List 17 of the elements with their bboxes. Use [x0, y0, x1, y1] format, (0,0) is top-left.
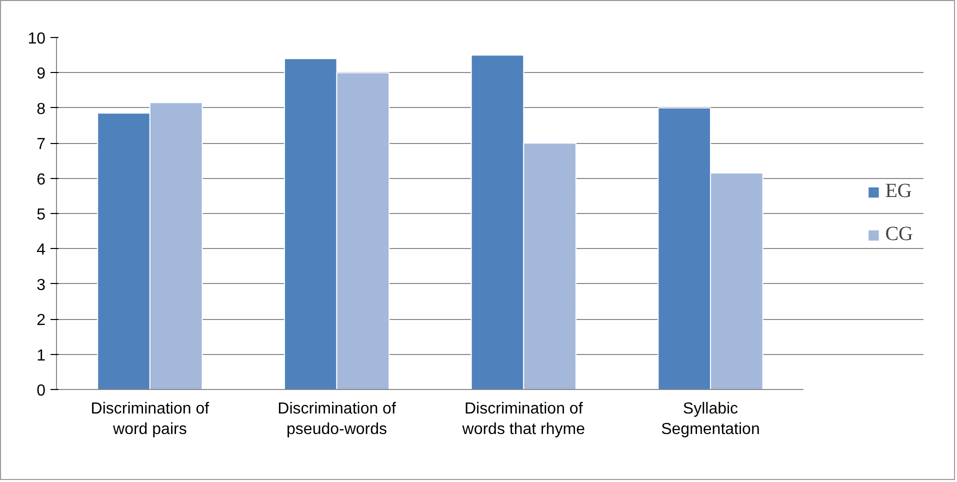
y-tick-label: 2: [36, 312, 46, 330]
y-tick-label: 8: [36, 100, 46, 118]
x-tick-label: Discrimination of words that rhyme: [461, 400, 586, 438]
x-tick-label: Syllabic Segmentation: [661, 400, 760, 438]
y-tick-label: 3: [36, 276, 46, 294]
x-tick-label: Discrimination of pseudo-words: [278, 400, 396, 438]
y-tick-label: 4: [36, 242, 46, 259]
y-tick-label: 9: [36, 66, 46, 83]
y-tick-label: 7: [36, 136, 46, 154]
y-tick-label: 6: [36, 171, 46, 188]
y-tick-label: 10: [28, 30, 46, 48]
x-tick-label: Discrimination of word pairs: [90, 400, 210, 438]
legend-label: CG: [885, 223, 913, 246]
y-tick-label: 5: [36, 206, 46, 224]
legend-label: EG: [885, 180, 912, 203]
y-tick-label: 0: [36, 382, 46, 400]
y-tick-label: 1: [36, 347, 46, 364]
